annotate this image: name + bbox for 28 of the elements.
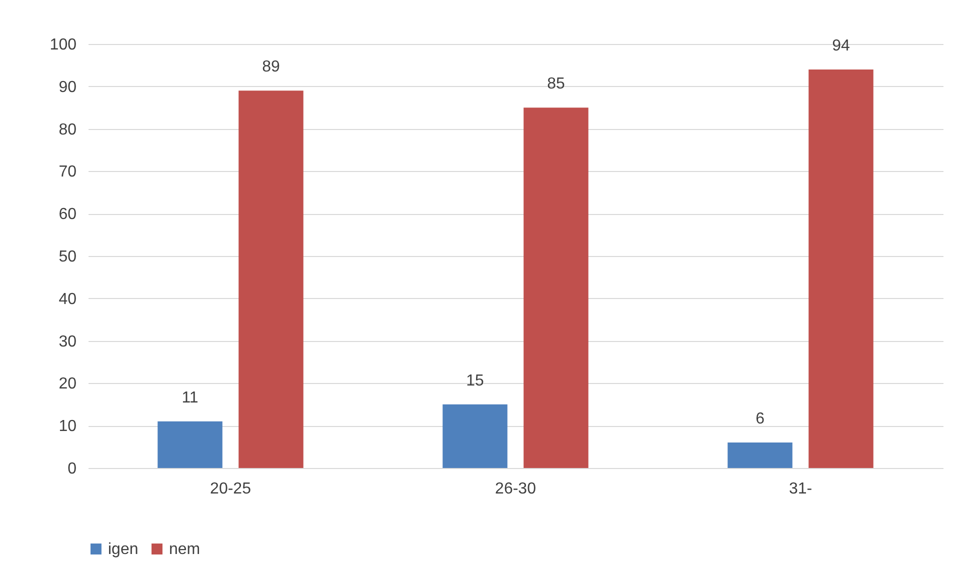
- data-label: 94: [832, 37, 850, 54]
- data-label: 89: [262, 58, 280, 76]
- y-tick-label: 60: [58, 206, 77, 224]
- data-label: 6: [756, 410, 765, 428]
- bar: [808, 69, 874, 468]
- x-tick-label: 20-25: [210, 480, 252, 498]
- x-tick-label: 31-: [788, 480, 812, 498]
- y-tick-label: 50: [58, 248, 77, 266]
- bar: [442, 404, 508, 468]
- bar: [524, 108, 588, 468]
- legend-label: nem: [169, 541, 200, 558]
- x-tick-label: 26-30: [495, 480, 536, 498]
- y-tick-label: 40: [58, 290, 77, 308]
- bar: [728, 442, 792, 468]
- bar: [158, 421, 222, 468]
- y-tick-label: 30: [58, 333, 77, 350]
- y-tick-label: 100: [50, 36, 77, 54]
- y-tick-label: 70: [58, 164, 77, 181]
- bar: [238, 90, 304, 468]
- y-tick-label: 20: [58, 376, 77, 393]
- data-label: 85: [547, 76, 565, 93]
- y-tick-label: 10: [58, 418, 77, 436]
- y-tick-label: 90: [58, 78, 77, 96]
- y-tick-label: 0: [68, 460, 77, 478]
- data-label: 15: [466, 372, 484, 390]
- y-tick-label: 80: [58, 121, 77, 138]
- legend-label: igen: [108, 541, 138, 558]
- data-label: 11: [182, 389, 198, 406]
